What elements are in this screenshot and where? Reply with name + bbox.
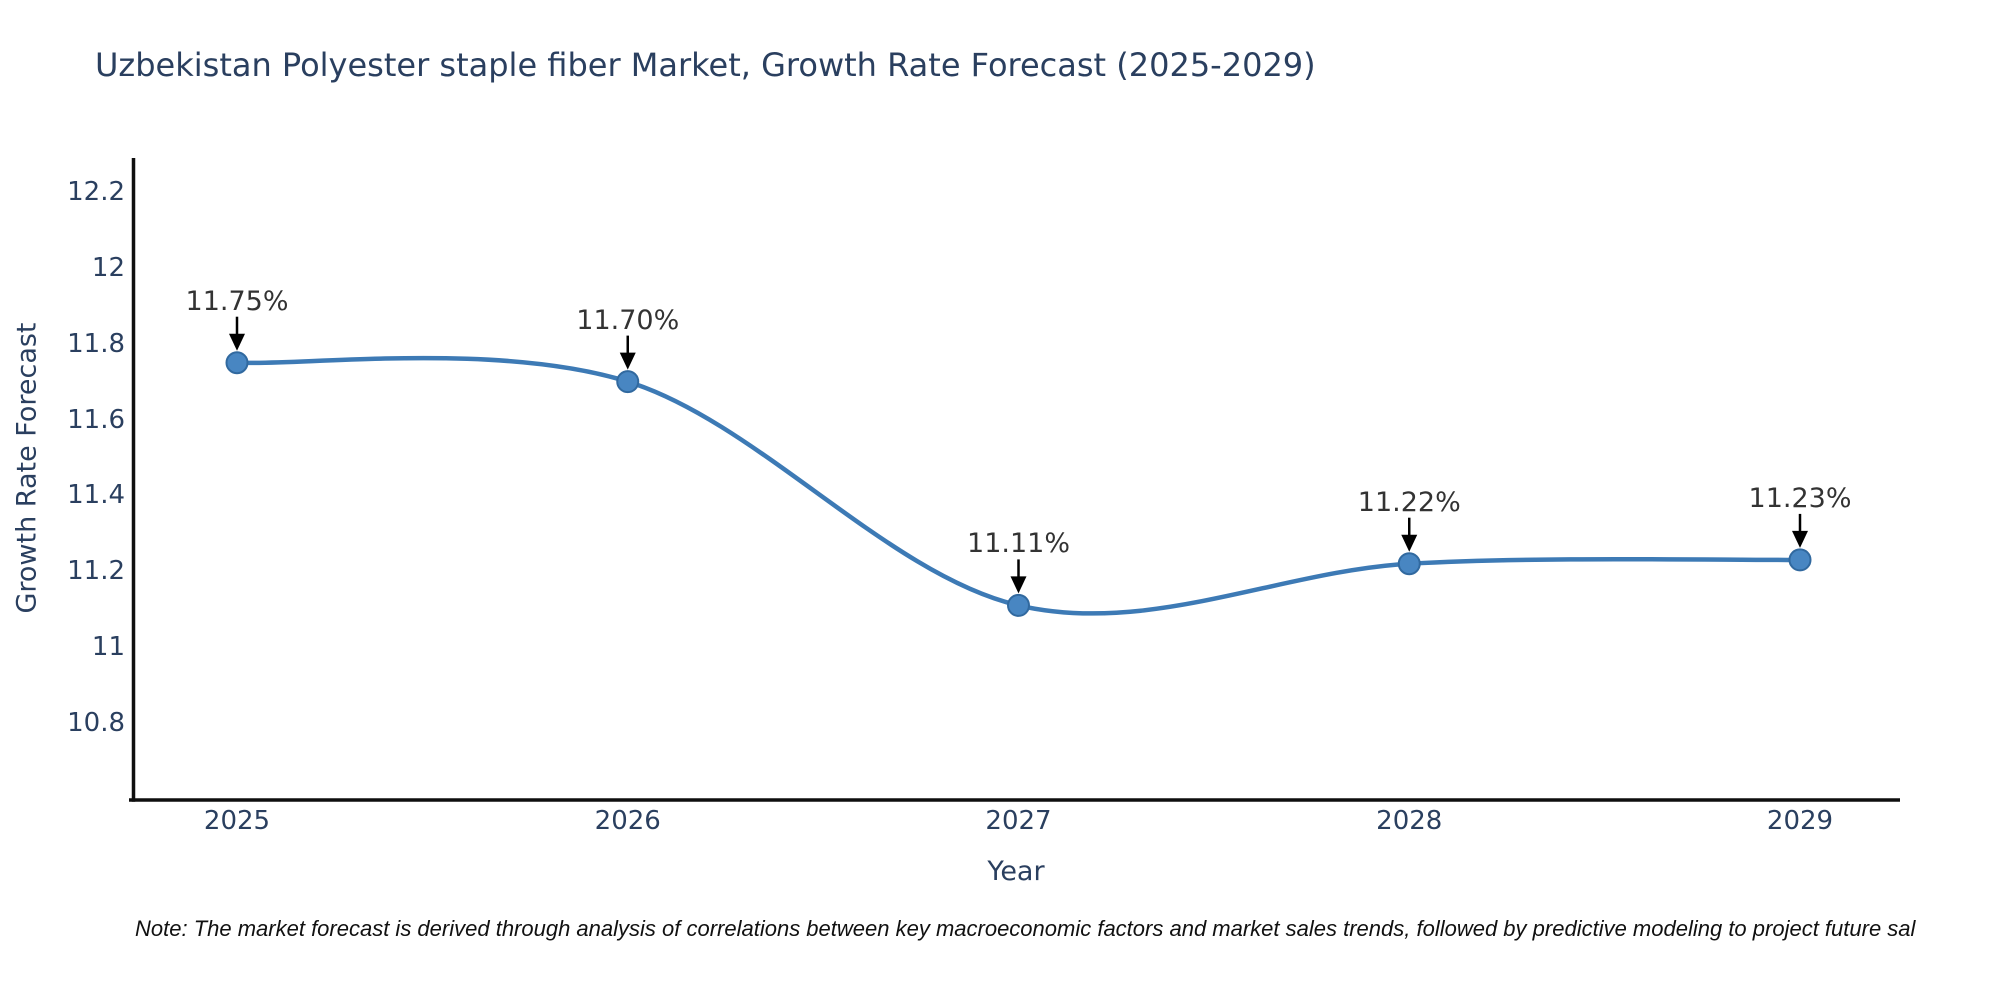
- y-tick-label: 12: [91, 252, 125, 283]
- data-point-marker: [1397, 552, 1421, 576]
- x-tick-label: 2027: [985, 806, 1052, 836]
- y-tick-label: 11.4: [67, 480, 125, 511]
- data-point-layer: [225, 351, 1812, 617]
- x-tick-label: 2029: [1766, 806, 1834, 836]
- x-tick-label: 2025: [203, 806, 271, 836]
- annotation-arrow-head: [1010, 576, 1027, 594]
- data-point-value-label: 11.70%: [576, 304, 680, 336]
- annotation-arrow-layer: [229, 316, 1808, 594]
- data-point-marker: [1788, 548, 1812, 572]
- y-tick-label: 11.6: [67, 404, 125, 435]
- data-point-marker: [616, 370, 640, 394]
- annotation-arrow-head: [229, 333, 245, 351]
- data-point-value-label: 11.75%: [185, 285, 289, 317]
- data-point-marker: [1007, 593, 1030, 617]
- x-axis-title: Year: [987, 856, 1045, 887]
- y-tick-label: 11.2: [67, 556, 125, 587]
- y-tick-label: 12.2: [67, 177, 125, 207]
- data-point-value-label: 11.22%: [1357, 486, 1461, 518]
- annotation-arrow-head: [1792, 530, 1808, 548]
- data-point-value-label: 11.11%: [967, 528, 1070, 560]
- chart-title: Uzbekistan Polyester staple fiber Market…: [95, 46, 1316, 84]
- data-point-marker: [225, 351, 249, 375]
- y-tick-label: 11: [91, 632, 125, 663]
- x-tick-label: 2028: [1376, 806, 1443, 836]
- y-tick-label: 10.8: [67, 708, 125, 738]
- x-tick-label: 2026: [594, 806, 661, 836]
- footnote: Note: The market forecast is derived thr…: [135, 916, 1916, 941]
- annotation-arrow-head: [619, 352, 636, 370]
- annotation-arrow-head: [1401, 534, 1418, 552]
- y-tick-label: 11.8: [67, 328, 125, 359]
- data-point-value-label: 11.23%: [1748, 482, 1852, 514]
